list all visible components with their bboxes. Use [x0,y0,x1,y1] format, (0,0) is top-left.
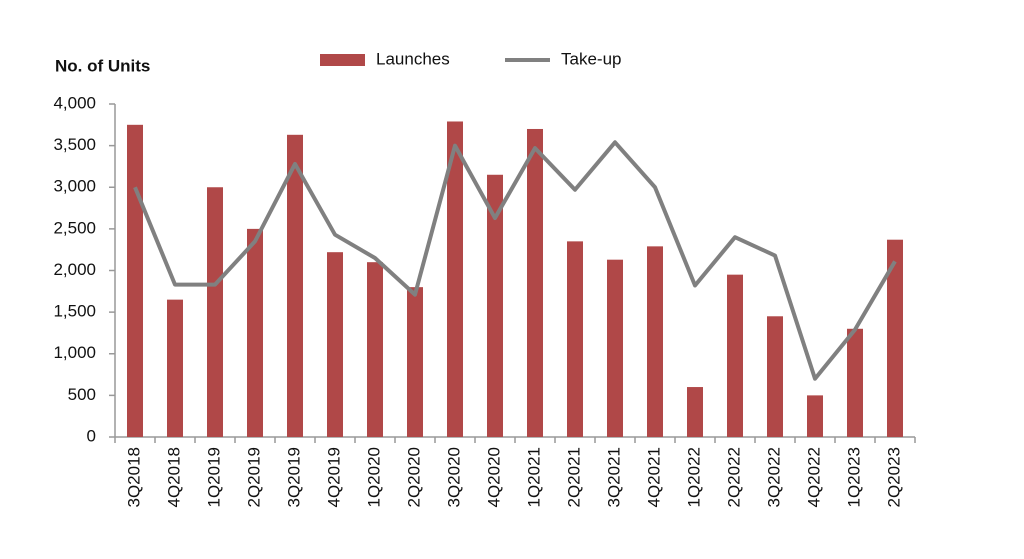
x-tick-label: 4Q2021 [644,447,663,508]
x-tick-label: 1Q2021 [524,447,543,508]
bar [447,121,463,438]
bar [567,241,583,437]
bar [167,299,183,437]
bar [607,259,623,437]
y-tick-label: 4,000 [53,93,96,112]
x-tick-label: 4Q2022 [804,447,823,508]
x-tick-label: 3Q2019 [284,447,303,508]
bar [407,287,423,437]
bar [487,174,503,437]
x-tick-label: 4Q2020 [484,447,503,508]
bar [127,124,143,437]
y-tick-label: 2,000 [53,260,96,279]
x-tick-label: 3Q2020 [444,447,463,508]
x-tick-label: 3Q2022 [764,447,783,508]
legend-label: Launches [376,49,450,68]
x-tick-label: 3Q2018 [124,447,143,508]
y-axis-label: No. of Units [55,56,150,75]
x-tick-label: 2Q2022 [724,447,743,508]
bar [847,328,863,437]
y-tick-label: 500 [68,385,96,404]
x-tick-label: 1Q2022 [684,447,703,508]
x-tick-label: 1Q2020 [364,447,383,508]
y-tick-label: 2,500 [53,218,96,237]
bar [687,387,703,437]
x-tick-label: 2Q2019 [244,447,263,508]
x-tick-label: 2Q2021 [564,447,583,508]
x-tick-label: 4Q2018 [164,447,183,508]
x-tick-label: 1Q2023 [844,447,863,508]
y-tick-label: 0 [87,426,96,445]
bar [327,252,343,437]
x-tick-label: 2Q2023 [884,447,903,508]
bar [807,395,823,437]
bar [767,316,783,437]
bar [647,246,663,437]
y-tick-label: 1,000 [53,343,96,362]
bar [367,262,383,437]
bar [247,228,263,437]
bar [727,274,743,437]
y-tick-label: 1,500 [53,302,96,321]
bar [527,128,543,437]
x-tick-label: 4Q2019 [324,447,343,508]
y-tick-label: 3,000 [53,177,96,196]
x-tick-label: 3Q2021 [604,447,623,508]
line [133,140,897,381]
legend-label: Take-up [561,49,621,68]
x-tick-label: 2Q2020 [404,447,423,508]
bar [887,239,903,437]
bar [207,187,223,437]
y-tick-label: 3,500 [53,135,96,154]
bar [287,134,303,438]
x-tick-label: 1Q2019 [204,447,223,508]
legend-swatch [320,54,365,66]
